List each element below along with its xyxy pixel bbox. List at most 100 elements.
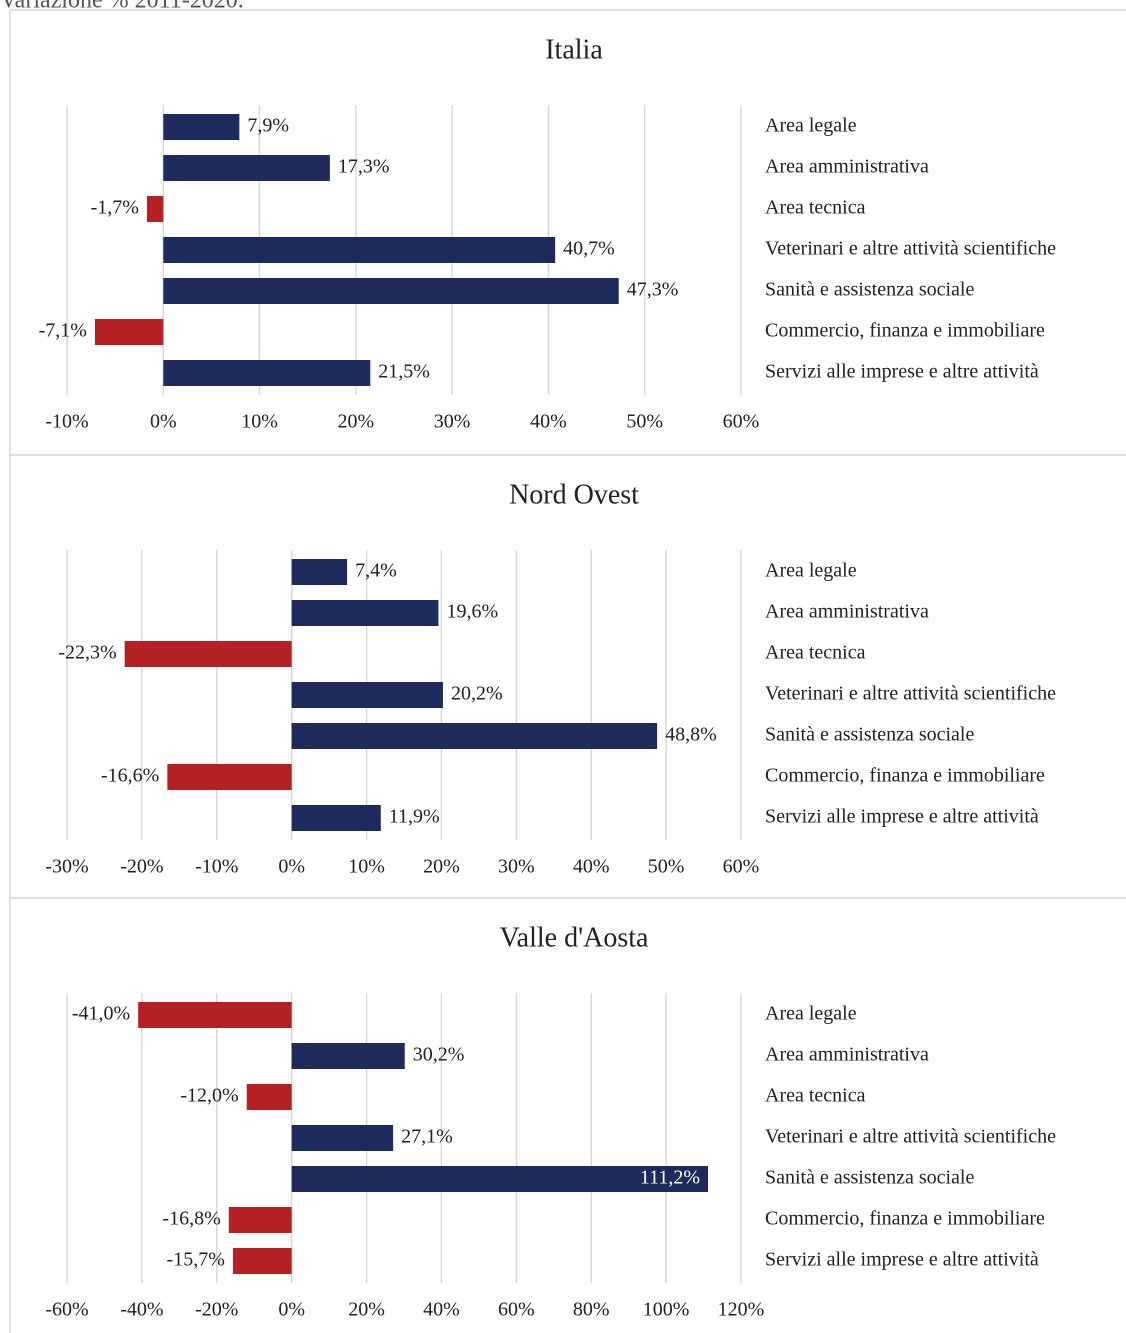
bar	[163, 237, 556, 263]
x-tick-label: 40%	[423, 1299, 460, 1321]
panel-border	[9, 897, 1126, 1333]
category-label: Area tecnica	[765, 1085, 866, 1107]
category-label: Servizi alle imprese e altre attività	[765, 1249, 1039, 1271]
x-tick-label: 100%	[643, 1299, 690, 1321]
bar	[291, 682, 443, 708]
bar	[163, 155, 330, 181]
category-label: Commercio, finanza e immobiliare	[765, 765, 1045, 787]
data-label: -16,8%	[162, 1208, 220, 1230]
x-tick-label: -10%	[195, 856, 238, 878]
bar	[94, 319, 164, 345]
x-tick-label: 60%	[498, 1299, 535, 1321]
category-label: Commercio, finanza e immobiliare	[765, 320, 1045, 342]
data-label: -12,0%	[180, 1085, 238, 1107]
x-tick-label: 80%	[573, 1299, 610, 1321]
category-label: Area amministrativa	[765, 1044, 929, 1066]
bar	[291, 723, 658, 749]
x-tick-label: 0%	[150, 411, 177, 433]
x-tick-label: 20%	[338, 411, 375, 433]
x-tick-label: -20%	[195, 1299, 238, 1321]
x-tick-label: -40%	[120, 1299, 163, 1321]
category-label: Sanità e assistenza sociale	[765, 724, 974, 746]
data-label: -41,0%	[72, 1003, 130, 1025]
x-tick-label: 60%	[723, 411, 760, 433]
category-label: Veterinari e altre attività scientifiche	[765, 238, 1056, 260]
x-tick-label: 10%	[348, 856, 385, 878]
x-tick-label: -30%	[45, 856, 88, 878]
category-label: Commercio, finanza e immobiliare	[765, 1208, 1045, 1230]
bar	[163, 114, 240, 140]
x-tick-label: -60%	[45, 1299, 88, 1321]
panel-border	[9, 9, 1126, 456]
data-label: 11,9%	[389, 806, 440, 828]
bar	[291, 1166, 709, 1192]
bar	[232, 1248, 292, 1274]
x-tick-label: 20%	[423, 856, 460, 878]
bar	[163, 278, 619, 304]
bar	[167, 764, 292, 790]
panel-border	[9, 454, 1126, 899]
x-tick-label: 30%	[434, 411, 471, 433]
category-label: Area legale	[765, 115, 857, 137]
x-tick-label: 40%	[530, 411, 567, 433]
x-tick-label: 0%	[278, 1299, 305, 1321]
data-label: -16,6%	[101, 765, 159, 787]
bar	[138, 1002, 292, 1028]
category-label: Servizi alle imprese e altre attività	[765, 806, 1039, 828]
chart-title: Italia	[545, 34, 603, 65]
data-label: 19,6%	[446, 601, 498, 623]
category-label: Servizi alle imprese e altre attività	[765, 361, 1039, 383]
data-label: 17,3%	[338, 156, 390, 178]
x-tick-label: 120%	[718, 1299, 765, 1321]
data-label: 48,8%	[665, 724, 717, 746]
data-label: -22,3%	[58, 642, 116, 664]
data-label: 27,1%	[401, 1126, 453, 1148]
data-label: 21,5%	[378, 361, 430, 383]
bar	[291, 1125, 394, 1151]
category-label: Area legale	[765, 1003, 857, 1025]
x-tick-label: 50%	[626, 411, 663, 433]
bar	[146, 196, 164, 222]
data-label: 111,2%	[640, 1167, 700, 1189]
data-label: 20,2%	[451, 683, 503, 705]
x-tick-label: 40%	[573, 856, 610, 878]
data-label: 30,2%	[413, 1044, 465, 1066]
category-label: Sanità e assistenza sociale	[765, 1167, 974, 1189]
x-tick-label: 10%	[241, 411, 278, 433]
category-label: Veterinari e altre attività scientifiche	[765, 1126, 1056, 1148]
header-title: Variazione % 2011-2020.	[0, 0, 244, 14]
category-label: Area legale	[765, 560, 857, 582]
x-tick-label: 60%	[723, 856, 760, 878]
category-label: Area tecnica	[765, 642, 866, 664]
data-label: 7,9%	[247, 115, 289, 137]
bar	[163, 360, 371, 386]
bar	[291, 1043, 405, 1069]
x-tick-label: 0%	[278, 856, 305, 878]
bar	[291, 805, 381, 831]
x-tick-label: -10%	[45, 411, 88, 433]
chart-title: Nord Ovest	[509, 479, 639, 510]
bar	[291, 600, 439, 626]
category-label: Veterinari e altre attività scientifiche	[765, 683, 1056, 705]
x-tick-label: 50%	[648, 856, 685, 878]
data-label: 47,3%	[627, 279, 679, 301]
data-label: -7,1%	[39, 320, 87, 342]
bar	[291, 559, 348, 585]
data-label: -1,7%	[91, 197, 139, 219]
category-label: Area amministrativa	[765, 156, 929, 178]
data-label: -15,7%	[167, 1249, 225, 1271]
bar	[124, 641, 292, 667]
x-tick-label: 30%	[498, 856, 535, 878]
category-label: Area amministrativa	[765, 601, 929, 623]
data-label: 7,4%	[355, 560, 397, 582]
x-tick-label: 20%	[348, 1299, 385, 1321]
category-label: Area tecnica	[765, 197, 866, 219]
data-label: 40,7%	[563, 238, 615, 260]
bar	[228, 1207, 292, 1233]
category-label: Sanità e assistenza sociale	[765, 279, 974, 301]
chart-title: Valle d'Aosta	[500, 922, 649, 953]
bar	[246, 1084, 292, 1110]
x-tick-label: -20%	[120, 856, 163, 878]
